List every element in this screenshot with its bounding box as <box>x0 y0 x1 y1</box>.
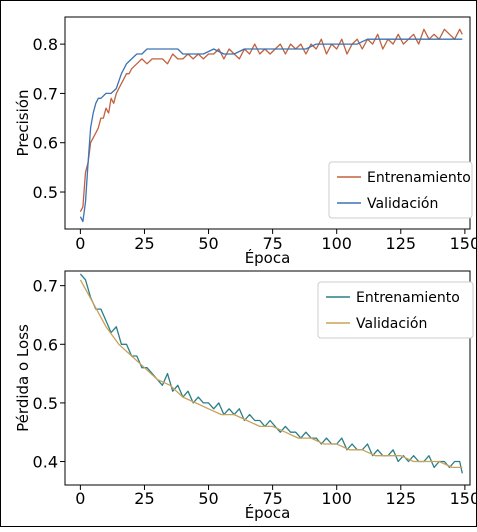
y-tick-label: 0.8 <box>33 35 58 54</box>
x-tick-label: 150 <box>450 489 477 508</box>
x-axis-label: Época <box>245 248 291 267</box>
y-axis-label: Pérdida o Loss <box>14 324 32 432</box>
y-tick-label: 0.7 <box>33 277 58 296</box>
y-tick-label: 0.5 <box>33 394 58 413</box>
y-tick-label: 0.7 <box>33 84 58 103</box>
legend-label: Validación <box>367 196 438 212</box>
legend-box <box>317 281 474 339</box>
x-tick-label: 50 <box>198 489 218 508</box>
y-tick-label: 0.5 <box>33 183 58 202</box>
x-tick-label: 125 <box>386 234 417 253</box>
series-line-entrenamiento <box>79 28 463 212</box>
x-tick-label: 100 <box>321 489 352 508</box>
chart-panel-1: 0 25 50 75 100 125 150 0.5 0.6 0.7 0.8 Época Precisi… <box>14 16 477 267</box>
x-tick-label: 0 <box>75 489 85 508</box>
y-tick-label: 0.6 <box>33 134 58 153</box>
legend-label: Entrenamiento <box>356 290 460 306</box>
x-tick-label: 75 <box>262 234 282 253</box>
x-tick-label: 25 <box>134 489 154 508</box>
series-line-validacion <box>79 279 463 469</box>
legend-box <box>328 161 473 219</box>
y-tick-label: 0.4 <box>33 453 58 472</box>
x-tick-label: 0 <box>75 234 85 253</box>
y-tick-label: 0.6 <box>33 335 58 354</box>
x-tick-label: 125 <box>386 489 417 508</box>
x-tick-label: 50 <box>198 234 218 253</box>
x-tick-label: 100 <box>321 234 352 253</box>
legend-label: Validación <box>356 316 427 332</box>
x-tick-label: 75 <box>262 489 282 508</box>
legend-label: Entrenamiento <box>367 170 471 186</box>
chart-panel-2: 0 25 50 75 100 125 150 0.4 0.5 0.6 0.7 Época Pérdida… <box>14 270 477 522</box>
x-axis-label: Época <box>245 503 291 522</box>
x-tick-label: 25 <box>134 234 154 253</box>
y-axis-label: Precisión <box>14 90 32 157</box>
series-line-validacion <box>79 38 463 223</box>
x-tick-label: 150 <box>450 234 477 253</box>
